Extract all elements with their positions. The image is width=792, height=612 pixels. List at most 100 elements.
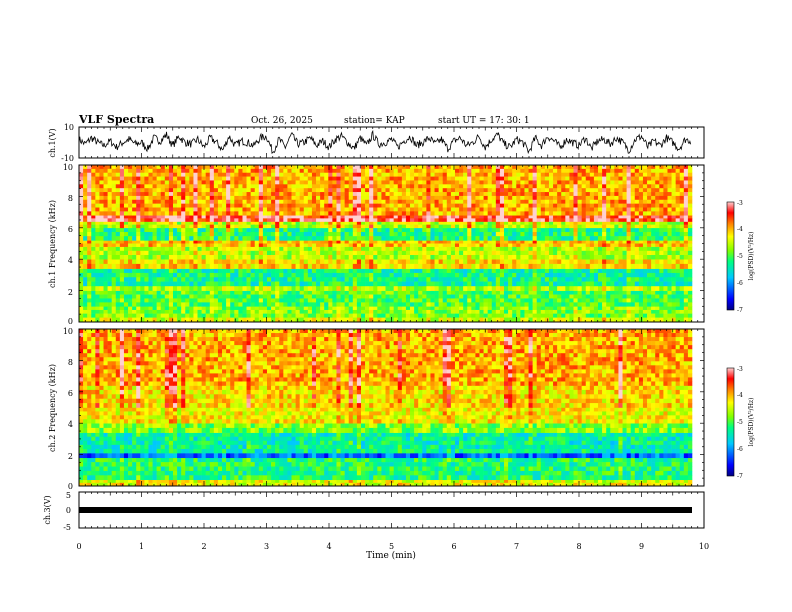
spectrogram-cell: [377, 302, 382, 307]
spectrogram-cell: [295, 243, 300, 247]
spectrogram-cell: [442, 285, 448, 291]
spectrogram-cell: [499, 268, 505, 274]
spectrogram-cell: [385, 298, 390, 303]
spectrogram-cell: [185, 184, 190, 189]
spectrogram-cell: [205, 243, 211, 247]
spectrogram-cell: [136, 240, 141, 244]
spectrogram-cell: [168, 298, 174, 303]
spectrogram-cell: [687, 218, 693, 222]
spectrogram-cell: [540, 184, 546, 189]
spectrogram-cell: [324, 176, 329, 181]
spectrogram-cell: [610, 277, 615, 282]
spectrogram-cell: [598, 180, 603, 185]
spectrogram-cell: [430, 172, 435, 177]
spectrogram-cell: [524, 281, 529, 287]
spectrogram-cell: [99, 281, 104, 287]
spectrogram-cell: [573, 236, 578, 241]
spectrogram-cell: [144, 250, 149, 256]
spectrogram-cell: [328, 224, 333, 229]
spectrogram-cell: [471, 246, 476, 252]
spectrogram-cell: [266, 298, 272, 303]
spectrogram-cell: [634, 298, 640, 303]
spectrogram-cell: [581, 246, 587, 252]
spectrogram-cell: [377, 263, 382, 269]
spectrogram-cell: [569, 240, 574, 244]
spectrogram-cell: [385, 180, 390, 185]
spectrogram-cell: [172, 290, 178, 295]
spectrogram-cell: [311, 285, 317, 291]
spectrogram-cell: [164, 285, 170, 291]
spectrogram-cell: [540, 236, 546, 241]
spectrogram-cell: [475, 184, 480, 189]
spectrogram-cell: [381, 263, 386, 269]
spectrogram-cell: [638, 180, 644, 185]
spectrogram-cell: [577, 255, 582, 260]
spectrogram-cell: [638, 246, 644, 252]
spectrogram-cell: [148, 218, 153, 222]
spectrogram-cell: [275, 165, 280, 170]
spectrogram-cell: [430, 231, 435, 237]
spectrogram-cell: [360, 221, 366, 225]
spectrogram-cell: [504, 176, 509, 181]
spectrogram-cell: [426, 184, 431, 189]
spectrogram-cell: [581, 281, 587, 287]
spectrogram-cell: [340, 263, 345, 269]
spectrogram-cell: [442, 281, 448, 287]
spectrogram-cell: [230, 184, 235, 189]
spectrogram-cell: [115, 172, 121, 177]
spectrogram-cell: [577, 263, 582, 269]
spectrogram-cell: [316, 224, 321, 229]
spectrogram-cell: [581, 313, 587, 318]
spectrogram-cell: [336, 221, 341, 225]
spectrogram-cell: [344, 306, 350, 311]
spectrogram-cell: [262, 306, 268, 311]
spectrogram-cell: [246, 231, 251, 237]
spectrogram-cell: [565, 259, 570, 265]
spectrogram-cell: [185, 180, 190, 185]
spectrogram-cell: [328, 285, 333, 291]
spectrogram-cell: [132, 290, 137, 295]
spectrogram-cell: [479, 294, 484, 299]
spectrogram-cell: [524, 227, 529, 233]
spectrogram-cell: [450, 263, 456, 269]
spectrogram-cell: [491, 285, 497, 291]
spectrogram-cell: [524, 231, 529, 237]
spectrogram-cell: [291, 268, 296, 274]
spectrogram-cell: [328, 268, 333, 274]
spectrogram-cell: [565, 168, 570, 174]
spectrogram-cell: [177, 317, 182, 323]
spectrogram-cell: [655, 263, 660, 269]
spectrogram-cell: [687, 176, 693, 181]
spectrogram-cell: [213, 227, 219, 233]
spectrogram-cell: [459, 317, 464, 323]
spectrogram-cell: [222, 176, 227, 181]
spectrogram-cell: [328, 221, 333, 225]
spectrogram-cell: [119, 172, 125, 177]
spectrogram-cell: [303, 317, 309, 323]
spectrogram-cell: [123, 224, 129, 229]
spectrogram-cell: [557, 298, 562, 303]
spectrogram-cell: [230, 246, 235, 252]
spectrogram-cell: [663, 259, 668, 265]
spectrogram-cell: [450, 215, 456, 219]
spectrogram-cell: [638, 221, 644, 225]
spectrogram-cell: [471, 281, 476, 287]
spectrogram-cell: [585, 231, 591, 237]
spectrogram-cell: [87, 231, 92, 237]
spectrogram-cell: [320, 281, 325, 287]
spectrogram-cell: [483, 218, 488, 222]
spectrogram-cell: [103, 255, 108, 260]
spectrogram-cell: [168, 168, 174, 174]
spectrogram-cell: [565, 281, 570, 287]
spectrogram-cell: [434, 231, 439, 237]
spectrogram-cell: [504, 309, 509, 314]
spectrogram-cell: [217, 184, 223, 189]
spectrogram-cell: [213, 218, 219, 222]
spectrogram-cell: [516, 294, 521, 299]
spectrogram-cell: [471, 263, 476, 269]
spectrogram-cell: [209, 240, 215, 244]
spectrogram-cell: [593, 263, 599, 269]
spectrogram-cell: [450, 224, 456, 229]
ch1-waveform-trace: [78, 129, 692, 155]
spectrogram-cell: [201, 172, 206, 177]
